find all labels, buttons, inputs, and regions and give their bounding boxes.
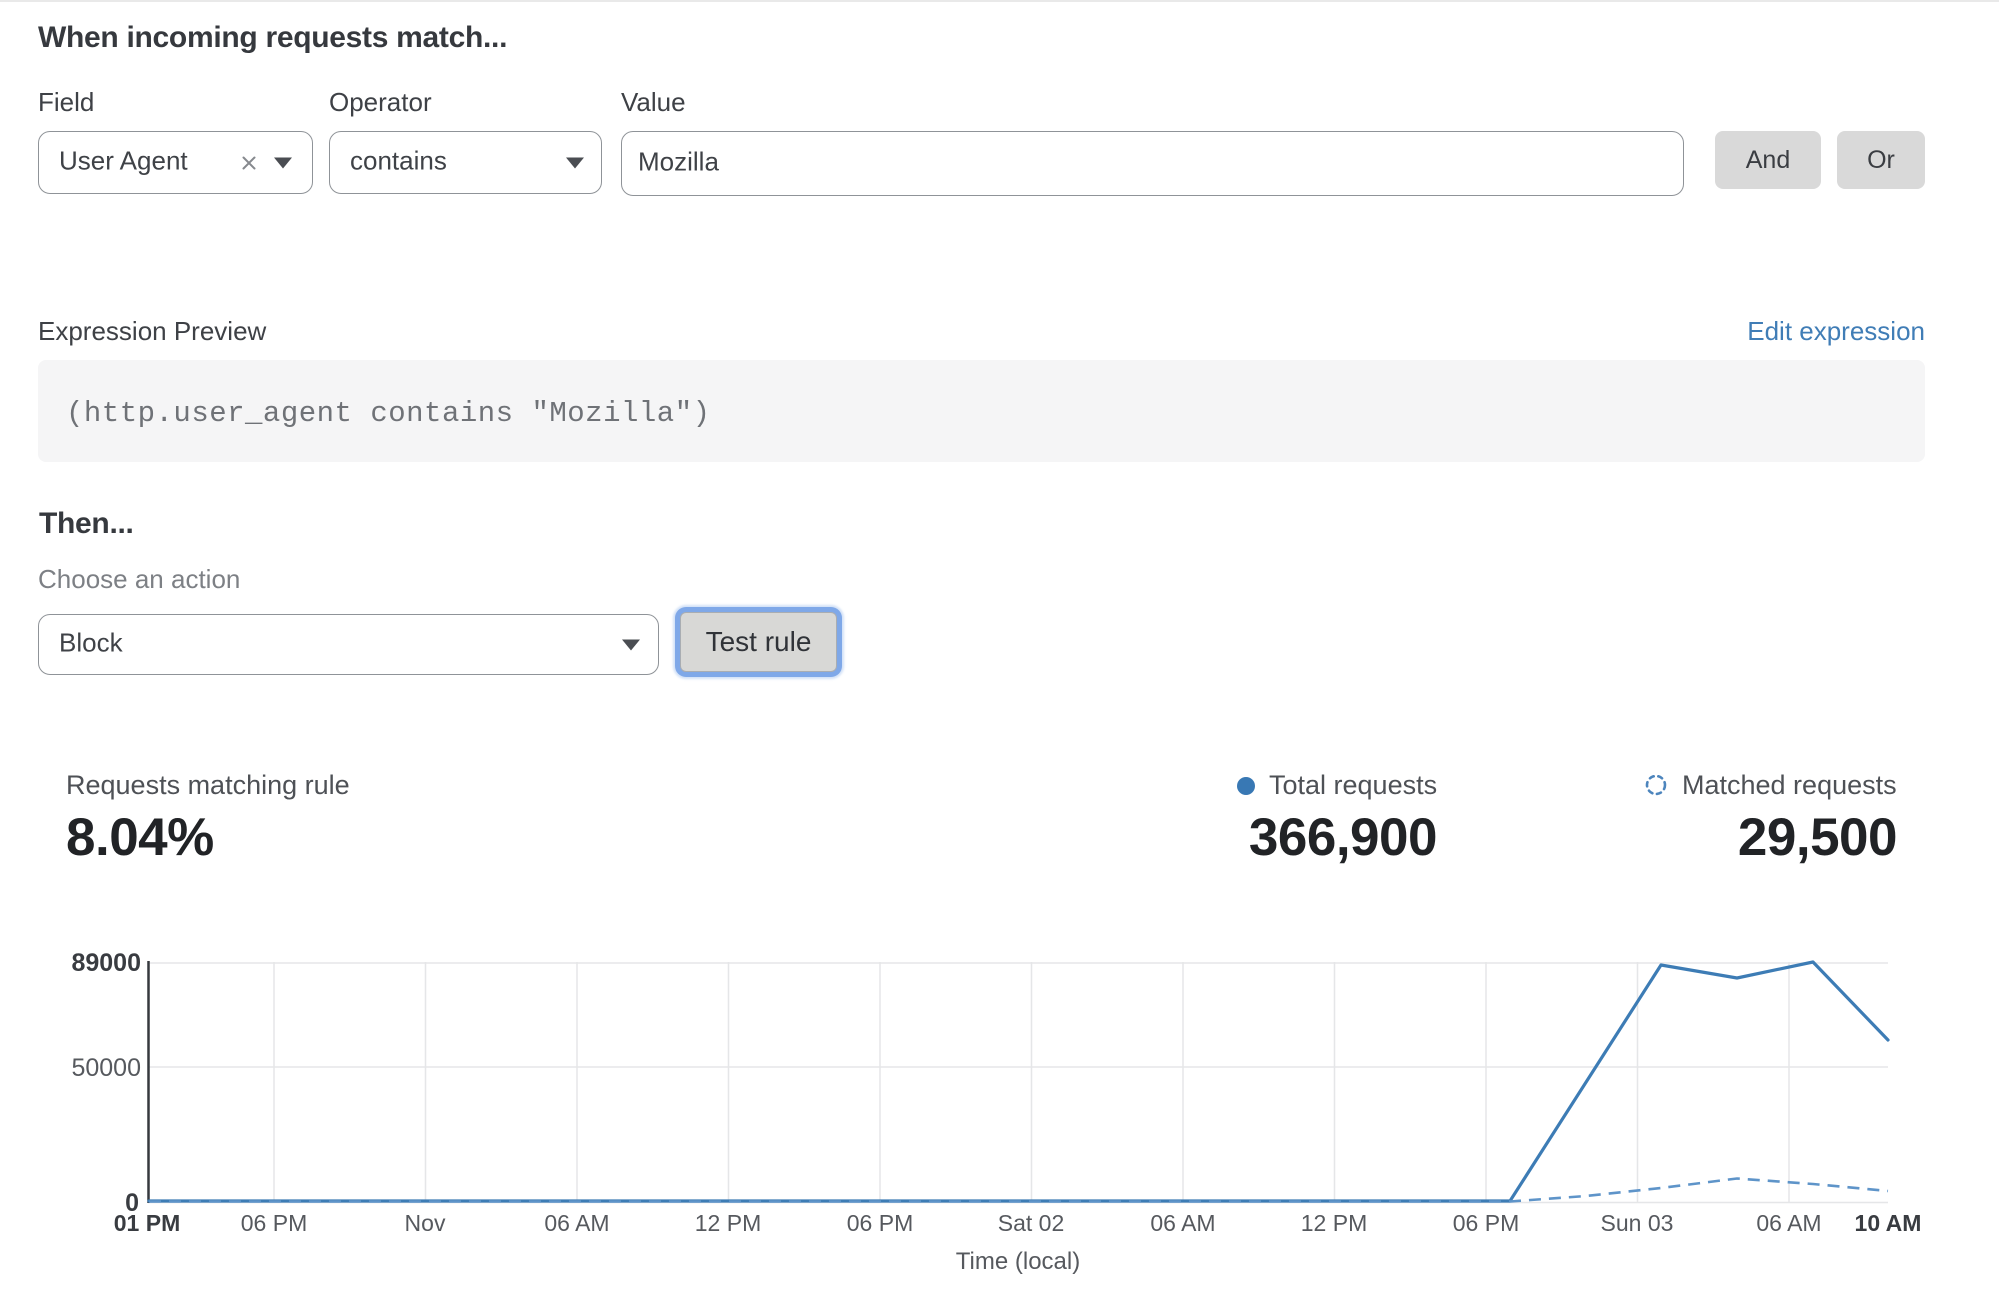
svg-text:06 AM: 06 AM: [1150, 1210, 1215, 1236]
svg-text:06 PM: 06 PM: [241, 1210, 307, 1236]
svg-text:Time (local): Time (local): [956, 1248, 1080, 1275]
svg-text:06 AM: 06 AM: [1756, 1210, 1821, 1236]
svg-text:12 PM: 12 PM: [1301, 1210, 1367, 1236]
svg-text:01 PM: 01 PM: [114, 1210, 180, 1236]
svg-text:06 AM: 06 AM: [544, 1210, 609, 1236]
svg-text:Nov: Nov: [405, 1210, 446, 1236]
svg-text:50000: 50000: [71, 1054, 141, 1082]
svg-text:10 AM: 10 AM: [1855, 1210, 1922, 1236]
svg-text:89000: 89000: [71, 949, 141, 977]
svg-text:06 PM: 06 PM: [847, 1210, 913, 1236]
svg-text:12 PM: 12 PM: [695, 1210, 761, 1236]
svg-text:Sat 02: Sat 02: [998, 1210, 1065, 1236]
svg-text:Sun 03: Sun 03: [1601, 1210, 1674, 1236]
svg-text:0: 0: [125, 1189, 139, 1217]
svg-text:06 PM: 06 PM: [1453, 1210, 1519, 1236]
